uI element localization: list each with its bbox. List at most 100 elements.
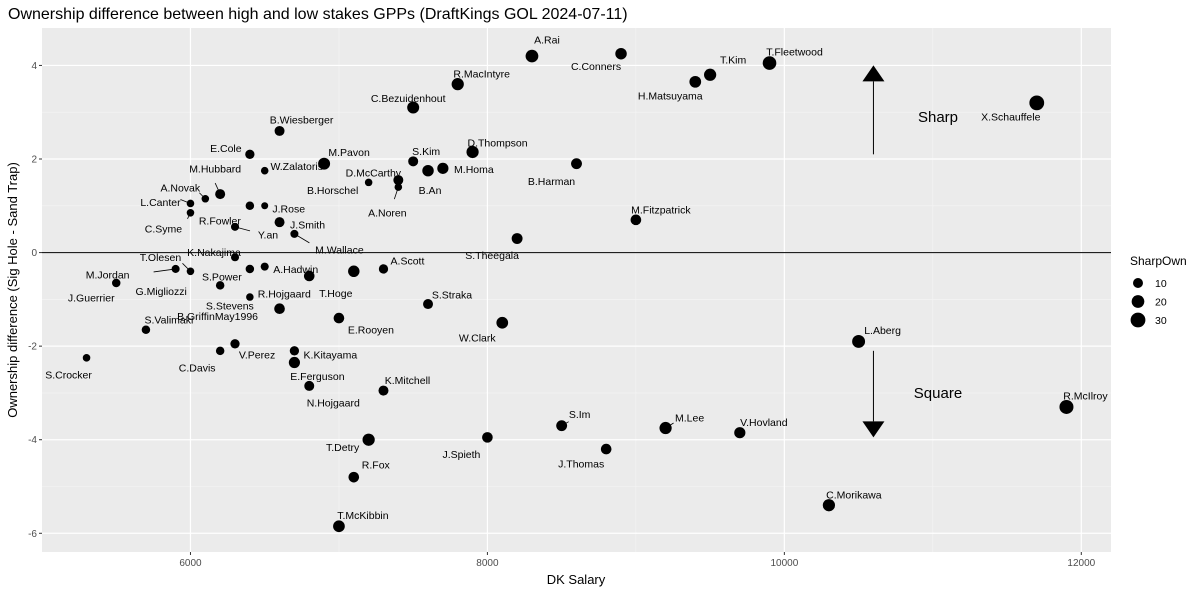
label-C.Bezuidenhout: C.Bezuidenhout — [371, 93, 446, 105]
point-V.Perez — [230, 339, 240, 349]
y-tick-label: -6 — [28, 529, 37, 540]
point-S.Kim — [408, 156, 419, 167]
label-H.Matsuyama: H.Matsuyama — [638, 90, 703, 102]
label-J.Rose: J.Rose — [272, 203, 305, 215]
label-K.Kitayama: K.Kitayama — [304, 349, 358, 361]
label-J.Guerrier: J.Guerrier — [68, 292, 115, 304]
label-J.Thomas: J.Thomas — [558, 459, 604, 471]
label-A.Scott: A.Scott — [391, 255, 425, 267]
point-R.Fox — [348, 471, 360, 483]
point-D.McCarthy — [393, 175, 404, 186]
point-E.Ferguson — [288, 356, 300, 369]
label-G.Migliozzi: G.Migliozzi — [135, 286, 186, 298]
label-R.MacIntyre: R.MacIntyre — [453, 69, 510, 81]
label-M.Hubbard: M.Hubbard — [189, 164, 241, 176]
point-B.Harman — [571, 158, 582, 170]
annotations: Sharp Square — [862, 65, 962, 438]
label-W.Clark: W.Clark — [459, 332, 497, 344]
point-C.Conners — [615, 48, 627, 60]
x-axis-ticks: 6000 8000 10000 12000 — [179, 552, 1096, 569]
point-T.McKibbin — [333, 520, 345, 533]
point-X.Schauffele — [1029, 95, 1045, 111]
point-S.Im — [556, 420, 568, 432]
point-A.Novak — [201, 194, 210, 203]
y-tick-label: -4 — [28, 435, 37, 446]
point-M.Lee — [659, 421, 672, 435]
point-M.Wallace — [290, 229, 299, 238]
label-S.Kim: S.Kim — [412, 146, 440, 158]
point-C.Bezuidenhout — [407, 101, 420, 114]
point-W.Zalatoris — [260, 166, 269, 175]
label-T.Detry: T.Detry — [326, 442, 360, 454]
label-S.Straka: S.Straka — [432, 290, 472, 302]
point-K.Kitayama — [289, 346, 300, 356]
point-M.Hubbard — [215, 189, 226, 200]
point-Y.an — [230, 222, 240, 231]
label-R.Hojgaard: R.Hojgaard — [258, 288, 311, 300]
label-W.Zalatoris: W.Zalatoris — [270, 161, 323, 173]
legend-label-10: 10 — [1155, 278, 1167, 290]
point-A.Hadwin — [260, 262, 269, 271]
point-T.Kim — [704, 68, 717, 81]
point-R.McIlroy — [1059, 399, 1074, 414]
point-R.MacIntyre — [451, 78, 464, 91]
point-B.Horschel — [364, 178, 373, 187]
label-S.Stevens: S.Stevens — [206, 301, 254, 313]
point-M.Homa — [437, 162, 449, 174]
label-K.Mitchell: K.Mitchell — [385, 375, 431, 387]
label-J.Spieth: J.Spieth — [442, 449, 480, 461]
plot-panel — [42, 28, 1111, 552]
point-W.Clark — [496, 316, 509, 329]
label-S.Valimaki: S.Valimaki — [145, 314, 194, 326]
label-C.Morikawa: C.Morikawa — [826, 490, 882, 502]
label-M.Jordan: M.Jordan — [86, 269, 130, 281]
label-J.Smith: J.Smith — [290, 220, 325, 232]
label-C.Conners: C.Conners — [571, 61, 621, 73]
label-S.Crocker: S.Crocker — [45, 369, 92, 381]
y-axis-title: Ownership difference (Sig Hole - Sand Tr… — [5, 162, 20, 418]
label-E.Ferguson: E.Ferguson — [290, 371, 344, 383]
point-T.Olesen — [186, 267, 195, 276]
x-tick-label: 10000 — [770, 558, 798, 569]
point-T.Detry — [362, 433, 375, 446]
chart-title: Ownership difference between high and lo… — [8, 6, 628, 23]
point-J.Guerrier — [111, 278, 121, 288]
y-tick-label: 4 — [31, 61, 37, 72]
point-G.Migliozzi — [215, 281, 225, 290]
point-H.Matsuyama — [689, 75, 702, 88]
label-M.Pavon: M.Pavon — [328, 147, 370, 159]
point-S.Crocker — [82, 354, 91, 362]
point-S.Power — [245, 264, 255, 274]
label-M.Lee: M.Lee — [675, 413, 704, 425]
point-B.An — [422, 164, 434, 177]
label-S.Im: S.Im — [569, 409, 591, 421]
y-tick-label: -2 — [28, 342, 37, 353]
label-B.An: B.An — [419, 185, 442, 197]
label-M.Wallace: M.Wallace — [315, 244, 364, 256]
point-J.Spieth — [482, 432, 493, 443]
label-M.Homa: M.Homa — [454, 164, 494, 176]
point-L.Canter — [186, 199, 195, 208]
sharp-arrowhead — [862, 65, 885, 82]
label-R.McIlroy: R.McIlroy — [1063, 390, 1108, 402]
point-J.Smith — [274, 217, 285, 228]
label-E.Rooyen: E.Rooyen — [348, 325, 394, 337]
label-B.GriffinMay1996: B.GriffinMay1996 — [177, 311, 258, 323]
point-B.GriffinMay1996 — [274, 303, 285, 315]
point-C.Syme — [186, 209, 195, 217]
square-arrowhead — [862, 421, 885, 438]
label-V.Perez: V.Perez — [239, 349, 275, 361]
point-R.Hojgaard — [303, 270, 315, 282]
label-E.Cole: E.Cole — [210, 143, 242, 155]
label-A.Rai: A.Rai — [534, 35, 560, 47]
label-T.Hoge: T.Hoge — [319, 288, 352, 300]
point-S.Theegala — [511, 233, 523, 244]
label-A.Noren: A.Noren — [368, 208, 407, 220]
legend-label-30: 30 — [1155, 315, 1167, 327]
label-V.Hovland: V.Hovland — [740, 417, 788, 429]
label-T.McKibbin: T.McKibbin — [337, 510, 389, 522]
label-S.Theegala: S.Theegala — [465, 250, 519, 262]
label-M.Fitzpatrick: M.Fitzpatrick — [631, 204, 691, 216]
point-labels: A.Rai C.Conners T.Fleetwood T.Kim H.Matsuyam… — [45, 35, 1108, 522]
